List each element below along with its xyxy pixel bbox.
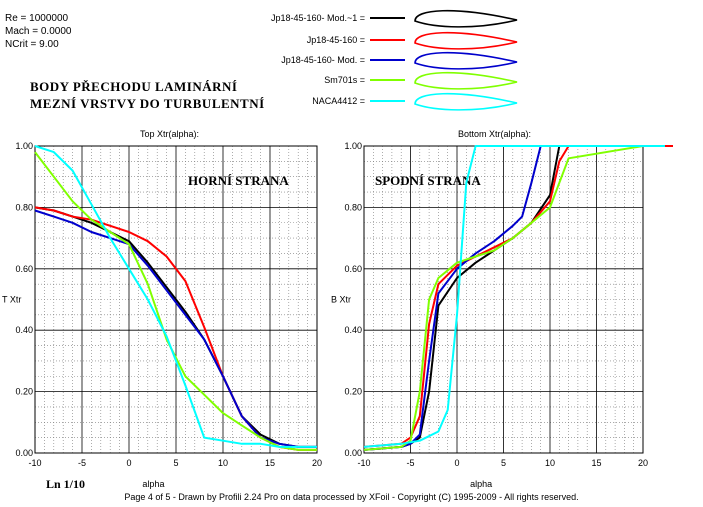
scale-label: Ln 1/10 — [46, 477, 86, 491]
param-mach: Mach = 0.0000 — [5, 26, 72, 37]
y-tick-label: 0.60 — [15, 264, 33, 274]
x-tick-label: 0 — [126, 458, 131, 468]
x-tick-label: 5 — [173, 458, 178, 468]
y-tick-label: 1.00 — [344, 141, 362, 151]
x-tick-label: -5 — [406, 458, 414, 468]
legend-label-jp18-mod: Jp18-45-160- Mod. = — [281, 55, 365, 65]
y-tick-label: 0.80 — [344, 202, 362, 212]
bottom-chart-title: Bottom Xtr(alpha): — [458, 129, 532, 139]
param-re: Re = 1000000 — [5, 13, 69, 24]
heading-line-1: BODY PŘECHODU LAMINÁRNÍ — [30, 79, 238, 94]
x-tick-label: 10 — [545, 458, 555, 468]
x-tick-label: 20 — [312, 458, 322, 468]
side-annotation: SPODNÍ STRANA — [375, 173, 481, 188]
y-tick-label: 0.20 — [344, 387, 362, 397]
y-tick-label: 0.00 — [344, 448, 362, 458]
y-tick-label: 0.00 — [15, 448, 33, 458]
series-line-naca4412 — [363, 145, 643, 448]
x-tick-label: 0 — [454, 458, 459, 468]
page-heading: BODY PŘECHODU LAMINÁRNÍ MEZNÍ VRSTVY DO … — [30, 78, 265, 112]
side-annotation: HORNÍ STRANA — [188, 173, 289, 188]
y-axis-label: B Xtr — [331, 295, 351, 305]
series-line-naca4412 — [34, 145, 317, 448]
x-axis-label: alpha — [470, 479, 492, 489]
legend-label-jp18-mod1: Jp18-45-160- Mod.~1 = — [270, 13, 365, 23]
x-tick-label: 20 — [638, 458, 648, 468]
footer-copyright: Page 4 of 5 - Drawn by Profili 2.24 Pro … — [124, 492, 579, 502]
series-line-jp18-45-160-mod- — [34, 209, 317, 448]
series-line-sm701s — [34, 151, 317, 451]
legend-airfoil-icon — [414, 31, 518, 50]
x-tick-label: 5 — [501, 458, 506, 468]
series-line-sm701s — [363, 145, 644, 451]
x-axis-label: alpha — [142, 479, 164, 489]
legend-label-sm701s: Sm701s = — [324, 75, 365, 85]
series-line-jp18-45-160-mod-1 — [34, 206, 317, 448]
y-tick-label: 0.20 — [15, 387, 33, 397]
y-tick-label: 0.40 — [15, 325, 33, 335]
x-tick-label: -10 — [28, 458, 41, 468]
top-chart-title: Top Xtr(alpha): — [140, 129, 200, 139]
x-tick-label: 15 — [265, 458, 275, 468]
y-tick-label: 0.60 — [344, 264, 362, 274]
legend-airfoil-icon — [414, 9, 518, 28]
run-parameters: Re = 1000000 Mach = 0.0000 NCrit = 9.00 — [5, 12, 71, 51]
x-tick-label: 10 — [218, 458, 228, 468]
x-tick-label: -5 — [78, 458, 86, 468]
legend-airfoil-icon — [414, 71, 518, 90]
y-tick-label: 1.00 — [15, 141, 33, 151]
param-ncrit: NCrit = 9.00 — [5, 39, 59, 50]
y-axis-label: T Xtr — [2, 295, 21, 305]
x-tick-label: -10 — [357, 458, 370, 468]
legend-label-naca4412: NACA4412 = — [312, 96, 365, 106]
legend-label-jp18: Jp18-45-160 = — [306, 35, 365, 45]
legend-airfoil-icon — [414, 92, 518, 111]
x-tick-label: 15 — [591, 458, 601, 468]
y-tick-label: 0.80 — [15, 202, 33, 212]
legend-airfoil-icon — [414, 51, 518, 70]
heading-line-2: MEZNÍ VRSTVY DO TURBULENTNÍ — [30, 96, 265, 111]
y-tick-label: 0.40 — [344, 325, 362, 335]
